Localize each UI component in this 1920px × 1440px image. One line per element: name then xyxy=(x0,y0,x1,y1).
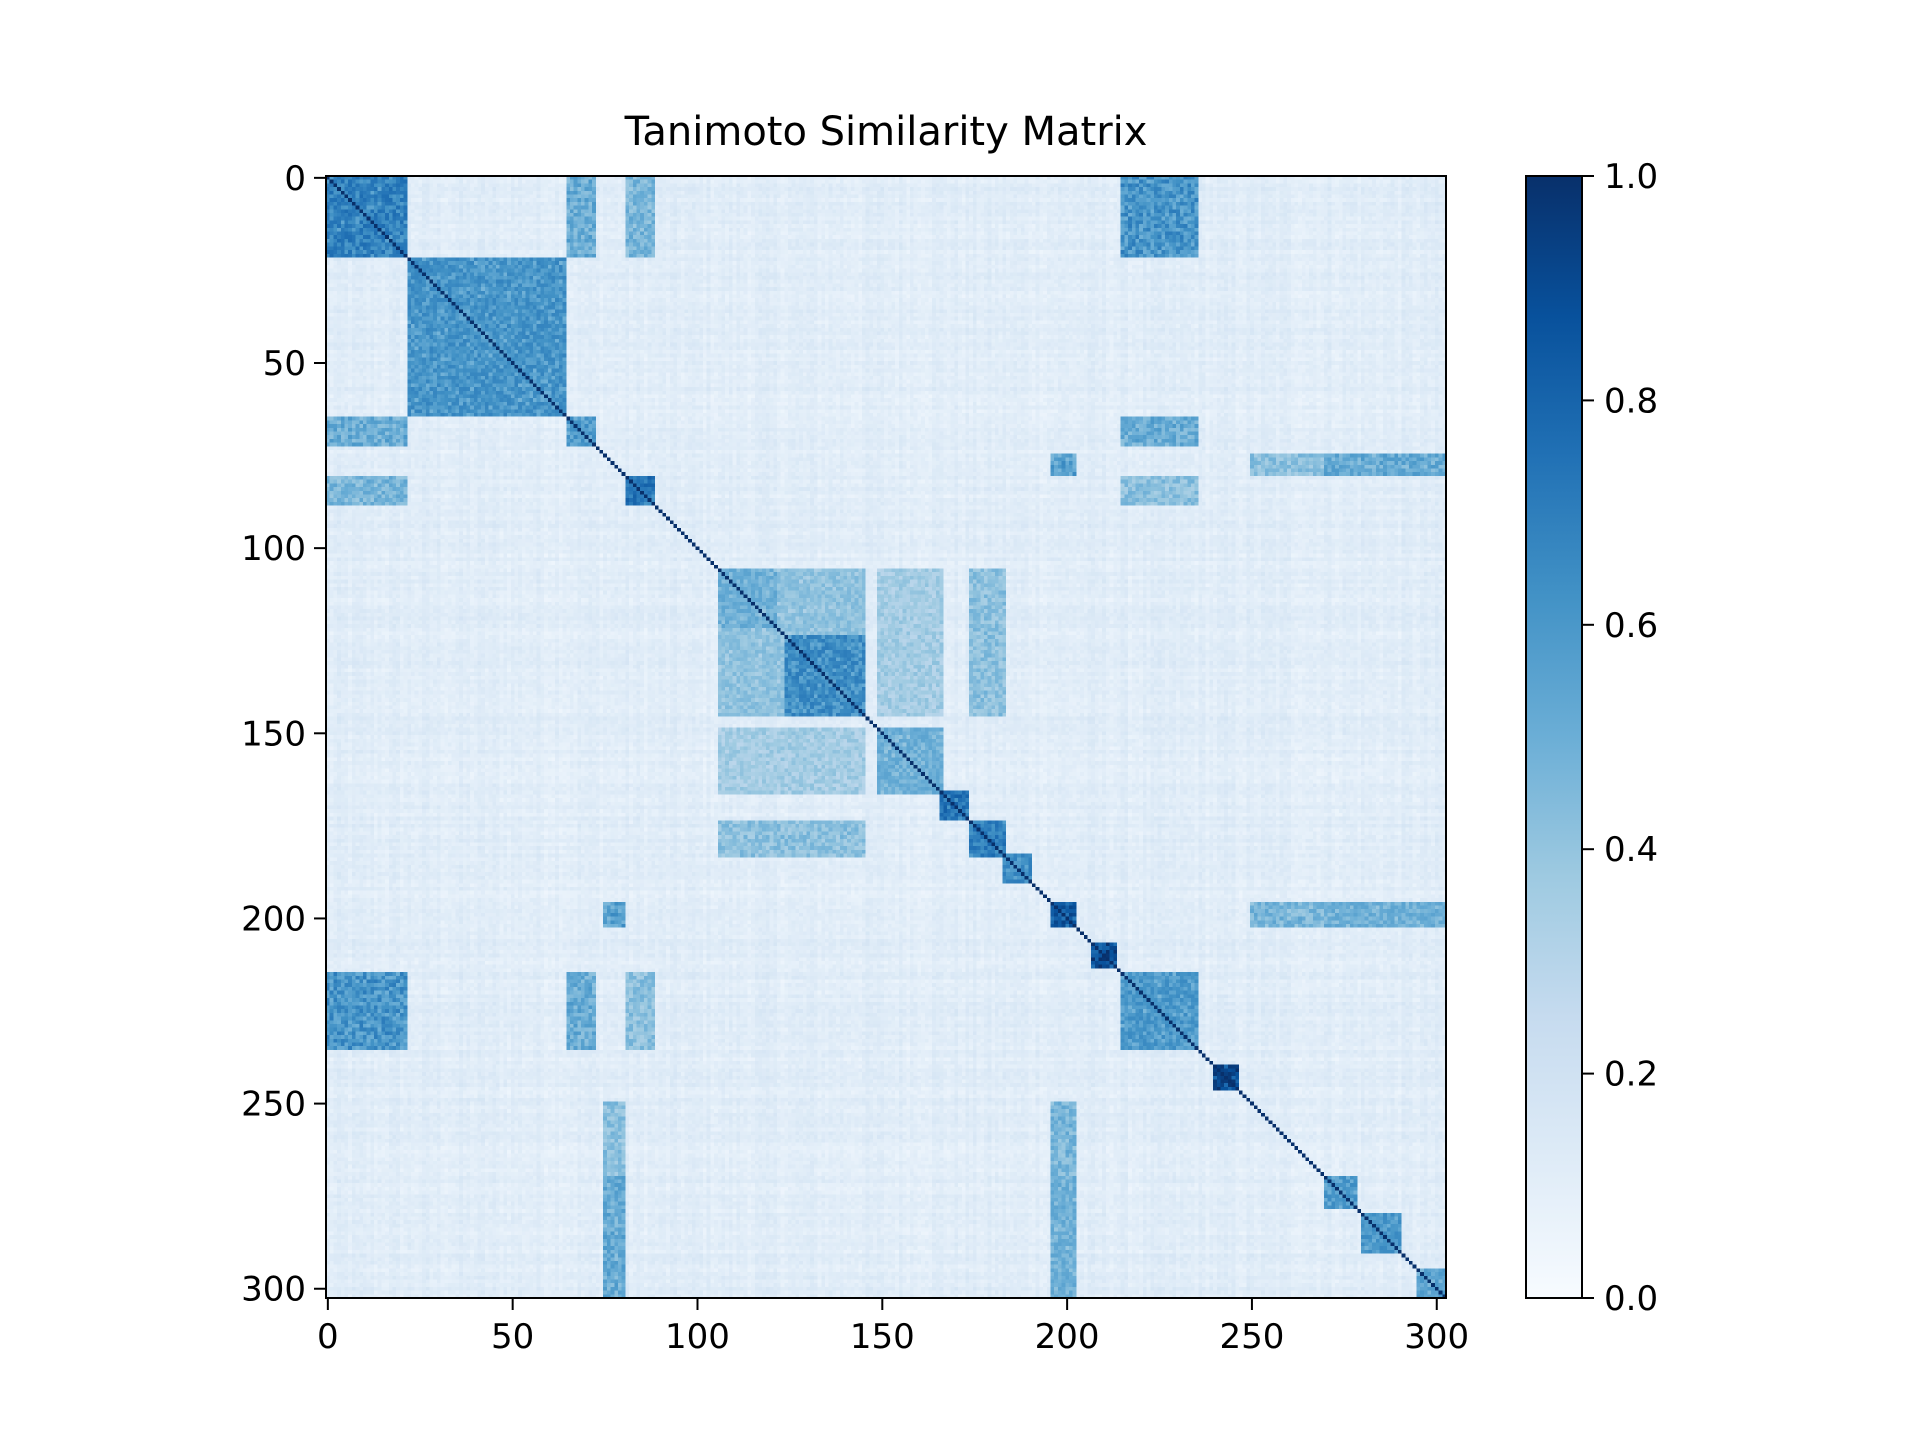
colorbar-tick-label: 0.0 xyxy=(1604,1279,1658,1319)
x-tick-label: 250 xyxy=(1219,1317,1284,1357)
colorbar xyxy=(1525,175,1583,1299)
y-tick-label: 300 xyxy=(241,1270,306,1310)
heatmap-plot-area xyxy=(326,176,1446,1298)
x-tick-label: 100 xyxy=(665,1317,730,1357)
colorbar-tick-label: 0.6 xyxy=(1604,606,1658,646)
plot-frame xyxy=(325,175,1447,1299)
colorbar-tick-label: 0.4 xyxy=(1604,830,1658,870)
y-tick-label: 50 xyxy=(263,344,306,384)
x-tick-label: 300 xyxy=(1404,1317,1469,1357)
colorbar-tick-label: 0.2 xyxy=(1604,1055,1658,1095)
colorbar-tick-label: 0.8 xyxy=(1604,381,1658,421)
y-tick-label: 250 xyxy=(241,1085,306,1125)
x-tick-label: 0 xyxy=(317,1317,339,1357)
x-tick-label: 200 xyxy=(1035,1317,1100,1357)
colorbar-tick-label: 1.0 xyxy=(1604,157,1658,197)
y-tick-label: 0 xyxy=(284,159,306,199)
y-axis: 0 50 100 150 200 250 300 xyxy=(241,159,326,1310)
y-tick-label: 150 xyxy=(241,714,306,754)
heatmap-cells xyxy=(326,176,1446,1298)
x-axis: 0 50 100 150 200 250 300 xyxy=(317,1298,1469,1357)
y-tick-label: 200 xyxy=(241,899,306,939)
x-tick-label: 50 xyxy=(491,1317,534,1357)
chart-title: Tanimoto Similarity Matrix xyxy=(624,109,1148,155)
colorbar-axis: 0.0 0.2 0.4 0.6 0.8 1.0 xyxy=(1582,157,1658,1319)
x-tick-label: 150 xyxy=(850,1317,915,1357)
y-tick-label: 100 xyxy=(241,529,306,569)
